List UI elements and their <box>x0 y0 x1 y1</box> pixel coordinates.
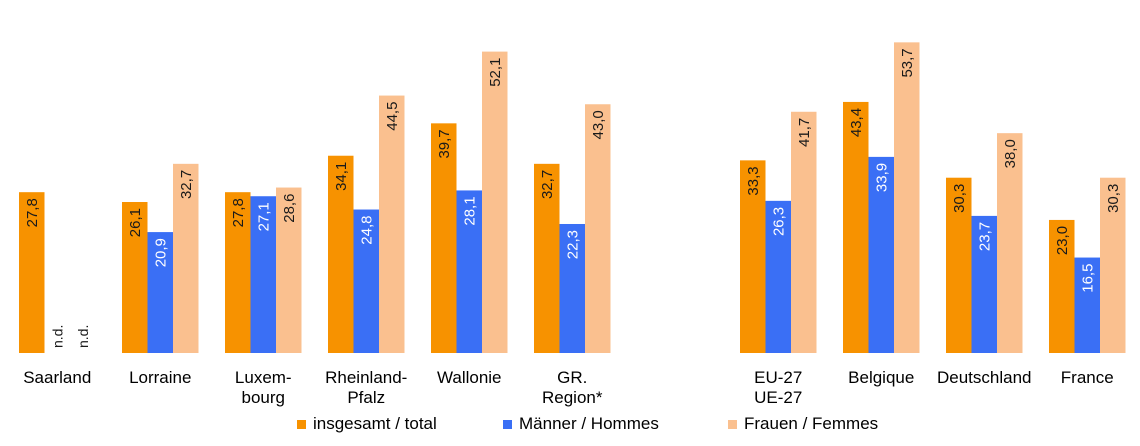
bar-men <box>765 200 791 353</box>
bar-women <box>997 133 1023 353</box>
bar-total <box>19 192 45 353</box>
bar-value-label: 22,3 <box>564 230 581 259</box>
bar-value-label: 52,1 <box>487 58 504 87</box>
bar-men <box>147 232 173 353</box>
legend-swatch <box>503 419 512 429</box>
bar-total <box>122 202 148 353</box>
bar-value-label: 30,3 <box>1105 184 1122 213</box>
bar-value-label: 26,3 <box>770 207 787 236</box>
bar-value-label: 43,0 <box>590 110 607 139</box>
bar-value-label: 34,1 <box>333 162 350 191</box>
bar-men <box>353 209 379 353</box>
bar-value-label: 30,3 <box>951 184 968 213</box>
bar-value-label: 33,9 <box>873 163 890 192</box>
legend-label: Männer / Hommes <box>519 414 659 433</box>
bar-value-label: 38,0 <box>1002 139 1019 168</box>
category-label: Luxem- <box>235 368 292 387</box>
bar-value-label: 32,7 <box>178 170 195 199</box>
category-label: Rheinland- <box>325 368 407 387</box>
bar-women <box>894 42 920 353</box>
category-label: bourg <box>242 388 285 407</box>
bar-total <box>946 177 972 353</box>
bar-value-label: 20,9 <box>152 238 169 267</box>
bar-value-label: 24,8 <box>358 216 375 245</box>
category-label: Wallonie <box>437 368 502 387</box>
bar-total <box>431 123 457 353</box>
category-label: Pfalz <box>347 388 385 407</box>
bar-value-label: 23,0 <box>1054 226 1071 255</box>
bar-women <box>173 163 199 353</box>
legend-item: Männer / Hommes <box>503 414 659 434</box>
legend-label: insgesamt / total <box>313 414 437 433</box>
category-label: GR. <box>557 368 587 387</box>
bar-total <box>843 101 869 354</box>
bar-men <box>1074 257 1100 353</box>
bar-women <box>482 51 508 353</box>
category-label: Region* <box>542 388 603 407</box>
category-label: France <box>1061 368 1114 387</box>
legend-label: Frauen / Femmes <box>744 414 879 433</box>
bar-women <box>791 111 817 354</box>
bar-value-label: 26,1 <box>127 208 144 237</box>
chart-legend: insgesamt / total Männer / Hommes Frauen /… <box>0 414 1140 440</box>
category-label: Saarland <box>23 368 91 387</box>
bar-women <box>379 95 405 353</box>
legend-item: insgesamt / total <box>297 414 437 434</box>
bar-women <box>1100 177 1126 353</box>
legend-swatch <box>728 419 737 429</box>
bar-total <box>328 155 354 353</box>
bar-value-label: n.d. <box>75 325 91 348</box>
bar-value-label: 28,6 <box>281 194 298 223</box>
bar-value-label: 32,7 <box>539 170 556 199</box>
category-label: Belgique <box>848 368 914 387</box>
bar-value-label: 16,5 <box>1079 264 1096 293</box>
legend-item: Frauen / Femmes <box>728 414 878 434</box>
bar-value-label: n.d. <box>49 325 65 348</box>
bar-women <box>276 187 302 353</box>
category-label: Lorraine <box>129 368 191 387</box>
bar-men <box>559 223 585 353</box>
bar-men <box>971 215 997 353</box>
legend-swatch <box>297 419 306 429</box>
bar-value-label: 27,8 <box>230 198 247 227</box>
bar-total <box>225 192 251 353</box>
bar-men <box>250 196 276 353</box>
bar-total <box>534 163 560 353</box>
bar-value-label: 33,3 <box>745 166 762 195</box>
bar-value-label: 27,1 <box>255 202 272 231</box>
bar-value-label: 43,4 <box>848 108 865 137</box>
bar-value-label: 27,8 <box>24 198 41 227</box>
bar-value-label: 28,1 <box>461 196 478 225</box>
bar-men <box>456 190 482 353</box>
category-label: Deutschland <box>937 368 1032 387</box>
bar-value-label: 39,7 <box>436 129 453 158</box>
bar-total <box>740 160 766 353</box>
bar-women <box>585 104 611 353</box>
bar-value-label: 23,7 <box>976 222 993 251</box>
bar-men <box>868 156 894 353</box>
category-label: EU-27 <box>754 368 802 387</box>
bar-chart: 27,8 n.d. n.d. Saarland 26,1 20,9 32,7 Lorraine… <box>19 42 1126 407</box>
bar-total <box>1049 219 1075 353</box>
bar-value-label: 44,5 <box>384 102 401 131</box>
bar-value-label: 41,7 <box>796 118 813 147</box>
category-label: UE-27 <box>754 388 802 407</box>
bar-value-label: 53,7 <box>899 48 916 77</box>
